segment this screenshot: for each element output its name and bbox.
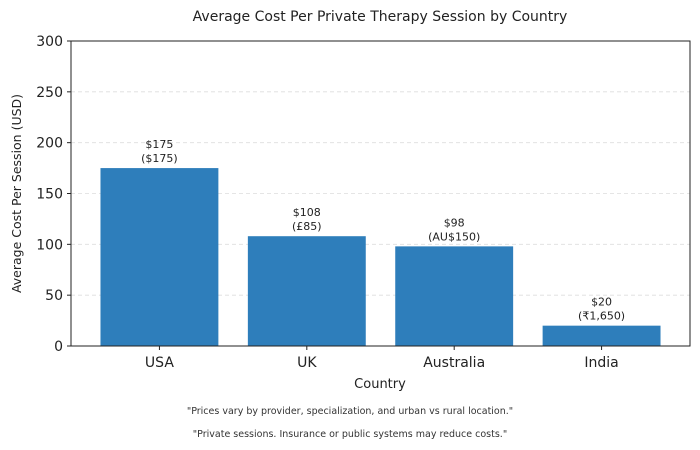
bar-india [542, 325, 661, 346]
bar-australia [395, 246, 514, 346]
y-tick-label: 0 [54, 339, 63, 355]
bar-usa [100, 168, 219, 346]
footnote-2: "Private sessions. Insurance or public s… [192, 429, 508, 440]
x-axis-label: Country [354, 377, 406, 392]
x-tick-label: India [584, 355, 618, 371]
y-tick-label: 150 [36, 187, 63, 203]
data-label-local: ($175) [141, 152, 178, 165]
data-label-usd: $20 [591, 296, 612, 309]
y-tick-label: 100 [36, 237, 63, 253]
data-label-usd: $175 [145, 138, 173, 151]
chart-title: Average Cost Per Private Therapy Session… [193, 9, 568, 25]
y-tick-label: 300 [36, 34, 63, 50]
y-tick-label: 50 [45, 288, 63, 304]
x-tick-label: Australia [423, 355, 485, 371]
y-tick-label: 200 [36, 136, 63, 152]
data-label-usd: $108 [293, 206, 321, 219]
footnote-1: "Prices vary by provider, specialization… [186, 406, 514, 417]
x-tick-label: USA [145, 355, 174, 371]
bar-uk [247, 236, 366, 346]
x-tick-label: UK [297, 355, 317, 371]
y-tick-label: 250 [36, 85, 63, 101]
bar-chart: Average Cost Per Private Therapy Session… [9, 9, 691, 392]
data-label-local: (AU$150) [428, 230, 480, 243]
data-label-usd: $98 [444, 216, 465, 229]
y-axis-label: Average Cost Per Session (USD) [9, 94, 24, 293]
data-label-local: (₹1,650) [578, 310, 625, 323]
data-label-local: (£85) [292, 220, 322, 233]
